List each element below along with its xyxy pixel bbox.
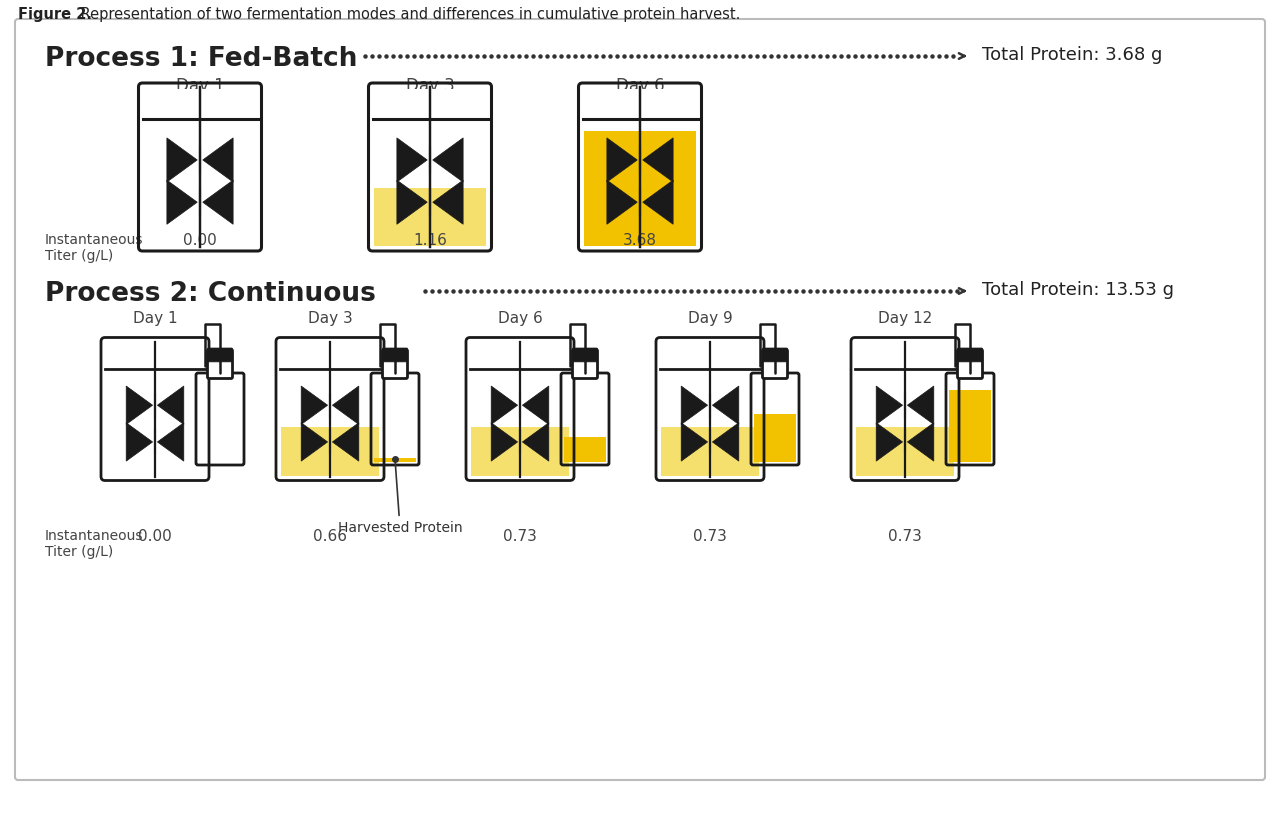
FancyBboxPatch shape xyxy=(15,19,1265,780)
Text: 0.73: 0.73 xyxy=(503,529,536,544)
Polygon shape xyxy=(607,180,637,224)
Polygon shape xyxy=(877,423,902,461)
Polygon shape xyxy=(127,423,152,461)
Bar xyxy=(374,458,416,462)
Bar xyxy=(108,343,204,368)
Text: Harvested Protein: Harvested Protein xyxy=(338,461,462,535)
Polygon shape xyxy=(166,180,197,224)
Polygon shape xyxy=(333,423,358,461)
Text: Instantaneous: Instantaneous xyxy=(45,529,143,543)
Polygon shape xyxy=(333,386,358,425)
Polygon shape xyxy=(522,386,549,425)
Bar xyxy=(145,89,255,119)
Text: Day 3: Day 3 xyxy=(307,311,352,326)
Polygon shape xyxy=(157,386,184,425)
Polygon shape xyxy=(643,138,673,182)
Bar xyxy=(948,390,991,462)
Polygon shape xyxy=(301,386,328,425)
Text: 3.68: 3.68 xyxy=(623,233,657,248)
Text: Total Protein: 13.53 g: Total Protein: 13.53 g xyxy=(982,281,1174,299)
FancyBboxPatch shape xyxy=(207,348,233,362)
Polygon shape xyxy=(877,386,902,425)
Text: Process 2: Continuous: Process 2: Continuous xyxy=(45,281,376,307)
Polygon shape xyxy=(202,180,233,224)
FancyBboxPatch shape xyxy=(383,348,407,362)
Text: 1.16: 1.16 xyxy=(413,233,447,248)
Polygon shape xyxy=(397,180,428,224)
FancyBboxPatch shape xyxy=(763,348,787,362)
Polygon shape xyxy=(202,138,233,182)
Polygon shape xyxy=(681,386,708,425)
Text: 0.73: 0.73 xyxy=(888,529,922,544)
Text: Day 6: Day 6 xyxy=(616,77,664,95)
Text: Titer (g/L): Titer (g/L) xyxy=(45,545,113,559)
Bar xyxy=(374,188,486,246)
Text: Figure 2.: Figure 2. xyxy=(18,7,92,22)
Polygon shape xyxy=(166,138,197,182)
Polygon shape xyxy=(157,423,184,461)
Bar xyxy=(585,89,695,119)
Text: Total Protein: 3.68 g: Total Protein: 3.68 g xyxy=(982,46,1162,64)
FancyBboxPatch shape xyxy=(763,350,787,378)
Text: Day 9: Day 9 xyxy=(687,311,732,326)
FancyBboxPatch shape xyxy=(207,350,233,378)
Polygon shape xyxy=(397,138,428,182)
Bar xyxy=(282,343,378,368)
Text: Instantaneous: Instantaneous xyxy=(45,233,143,247)
Polygon shape xyxy=(643,180,673,224)
Text: Day 1: Day 1 xyxy=(175,77,224,95)
Polygon shape xyxy=(492,423,517,461)
Bar xyxy=(564,437,605,462)
Bar xyxy=(471,427,570,476)
Polygon shape xyxy=(433,180,463,224)
FancyBboxPatch shape xyxy=(383,350,407,378)
Polygon shape xyxy=(908,386,934,425)
Polygon shape xyxy=(908,423,934,461)
Text: Process 1: Fed-Batch: Process 1: Fed-Batch xyxy=(45,46,357,72)
Polygon shape xyxy=(713,386,739,425)
Bar xyxy=(856,427,954,476)
Text: 0.00: 0.00 xyxy=(183,233,216,248)
Bar xyxy=(472,343,568,368)
Text: Day 1: Day 1 xyxy=(133,311,178,326)
FancyBboxPatch shape xyxy=(957,348,983,362)
Polygon shape xyxy=(522,423,549,461)
Polygon shape xyxy=(301,423,328,461)
Bar xyxy=(375,89,485,119)
Bar xyxy=(858,343,954,368)
FancyBboxPatch shape xyxy=(572,348,598,362)
Polygon shape xyxy=(713,423,739,461)
Polygon shape xyxy=(681,423,708,461)
Text: Titer (g/L): Titer (g/L) xyxy=(45,249,113,263)
Bar xyxy=(754,414,796,462)
Text: 0.73: 0.73 xyxy=(692,529,727,544)
Polygon shape xyxy=(127,386,152,425)
Bar xyxy=(660,427,759,476)
Bar xyxy=(282,427,379,476)
Bar xyxy=(584,131,696,246)
Text: 0.00: 0.00 xyxy=(138,529,172,544)
FancyBboxPatch shape xyxy=(572,350,598,378)
Text: Representation of two fermentation modes and differences in cumulative protein h: Representation of two fermentation modes… xyxy=(76,7,740,22)
Text: Day 3: Day 3 xyxy=(406,77,454,95)
Polygon shape xyxy=(607,138,637,182)
Text: 0.66: 0.66 xyxy=(314,529,347,544)
Bar xyxy=(662,343,758,368)
FancyBboxPatch shape xyxy=(957,350,983,378)
Text: Day 12: Day 12 xyxy=(878,311,932,326)
Text: Day 6: Day 6 xyxy=(498,311,543,326)
Polygon shape xyxy=(433,138,463,182)
Polygon shape xyxy=(492,386,517,425)
